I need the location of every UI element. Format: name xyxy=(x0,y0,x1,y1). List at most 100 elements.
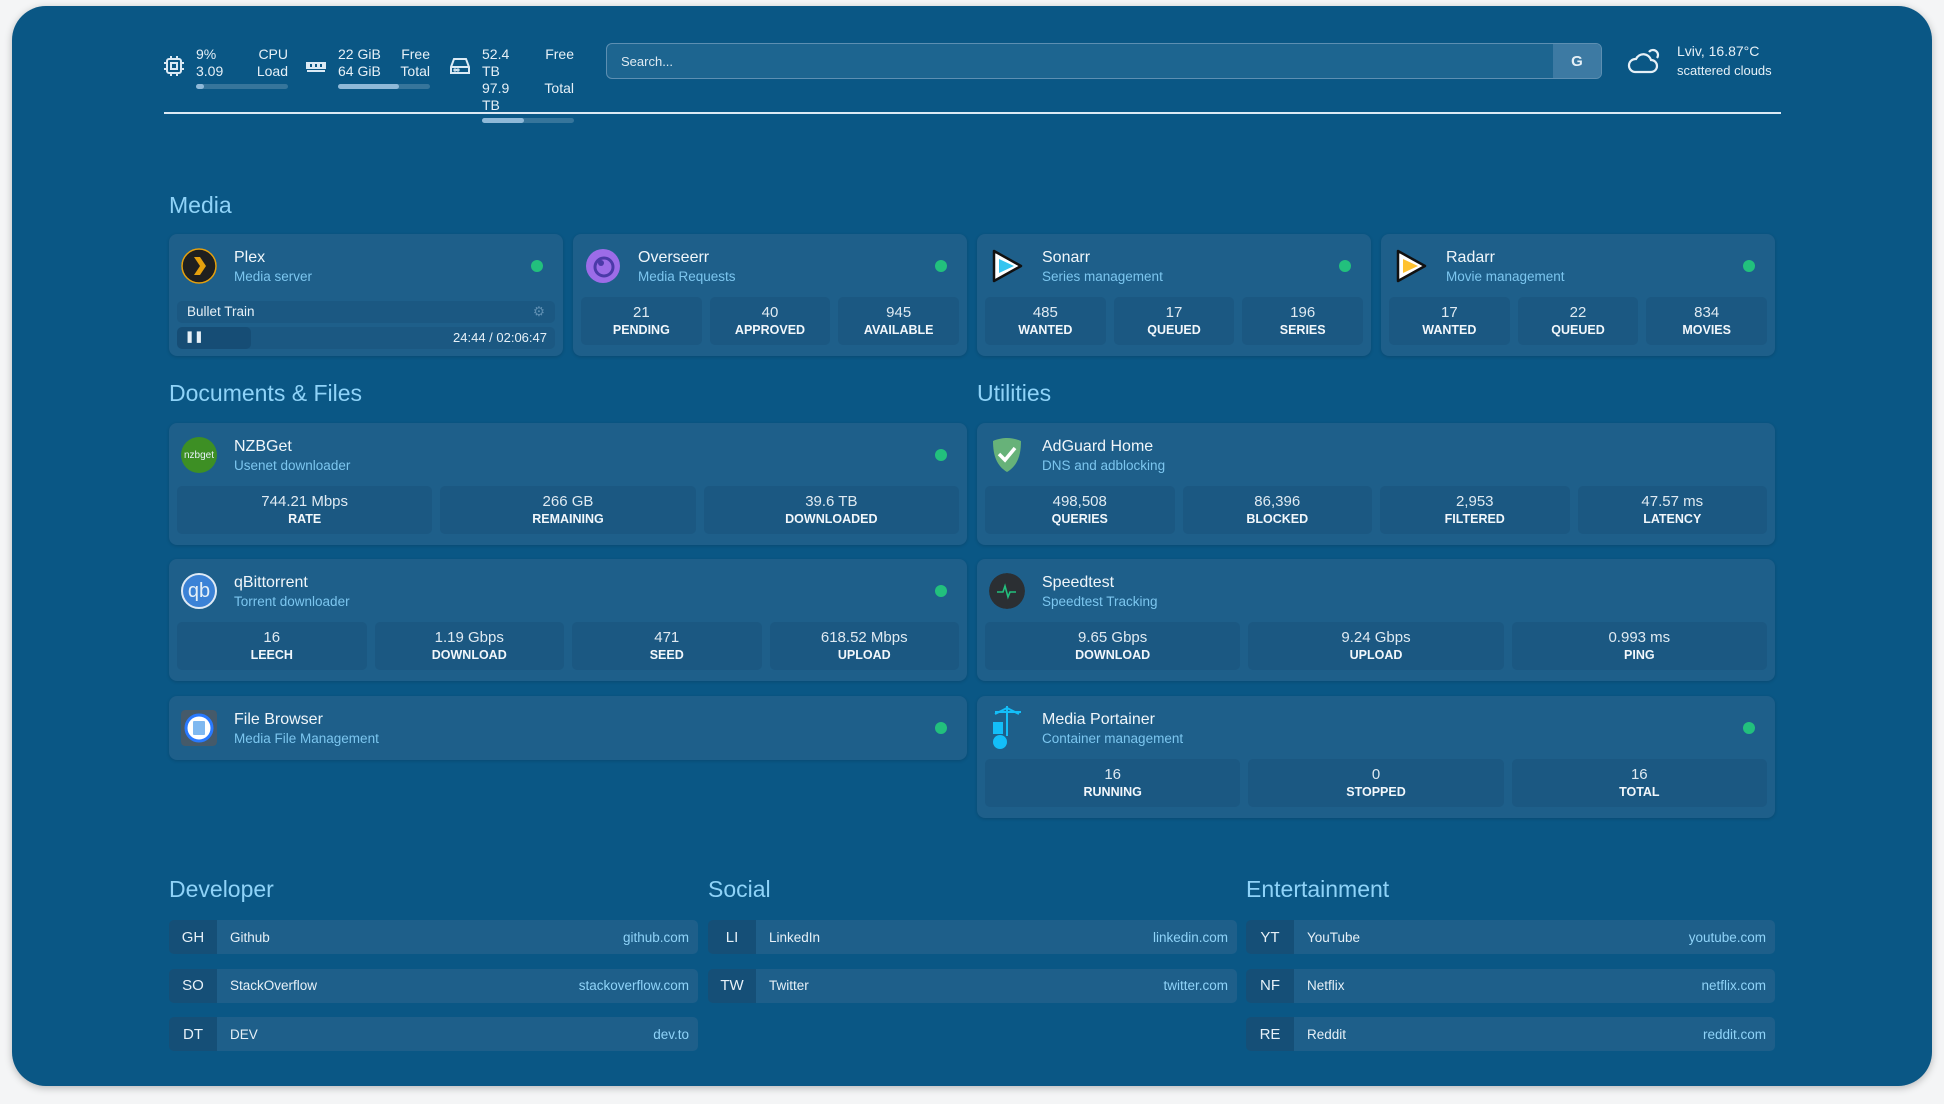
stat-label: AVAILABLE xyxy=(863,323,934,337)
section-title-social: Social xyxy=(708,876,771,902)
stat-queued: 22 QUEUED xyxy=(1517,297,1639,345)
stat-label: FILTERED xyxy=(1444,512,1505,526)
bookmark-github[interactable]: GH Github github.com xyxy=(169,920,698,954)
stat-value: 945 xyxy=(886,304,912,321)
stat-label: PING xyxy=(1624,648,1655,662)
search-provider-button[interactable]: G xyxy=(1553,44,1601,78)
gear-icon[interactable]: ⚙ xyxy=(532,304,545,319)
now-playing: Bullet Train ⚙ xyxy=(177,301,555,323)
stat-label: BLOCKED xyxy=(1246,512,1309,526)
nzbget-card[interactable]: nzbget NZBGet Usenet downloader 744.21 M… xyxy=(169,423,967,545)
cpu-label: CPU xyxy=(258,46,288,62)
stat-value: 16 xyxy=(1630,766,1648,783)
stat-remaining: 266 GB REMAINING xyxy=(440,486,696,534)
search-input[interactable] xyxy=(607,44,1553,78)
sonarr-card[interactable]: Sonarr Series management 485 WANTED 17 QUEU… xyxy=(977,234,1371,356)
stat-label: PENDING xyxy=(612,323,670,337)
plex-card[interactable]: Plex Media server Bullet Train ⚙ ❚❚ 24:4… xyxy=(169,234,563,356)
bookmark-twitter[interactable]: TW Twitter twitter.com xyxy=(708,968,1237,1003)
stat-label: QUEUED xyxy=(1147,323,1201,337)
memory-icon xyxy=(306,62,326,72)
status-dot xyxy=(935,260,947,272)
bookmark-stackoverflow[interactable]: SO StackOverflow stackoverflow.com xyxy=(169,968,698,1003)
service-desc: Media File Management xyxy=(234,731,379,746)
nzbget-logo-icon: nzbget xyxy=(181,437,217,473)
disk-total: 97.9 TB xyxy=(482,80,510,113)
stat-value: 40 xyxy=(761,304,779,321)
bookmark-name: Reddit xyxy=(1307,1026,1347,1042)
service-desc: Series management xyxy=(1042,269,1163,284)
bookmark-name: StackOverflow xyxy=(230,978,318,993)
service-name: Speedtest xyxy=(1042,574,1115,591)
pause-icon[interactable]: ❚❚ xyxy=(185,331,204,343)
bookmark-name: DEV xyxy=(230,1026,258,1042)
service-desc: Speedtest Tracking xyxy=(1042,594,1158,609)
stat-available: 945 AVAILABLE xyxy=(838,297,960,345)
section-title-media: Media xyxy=(169,192,232,218)
bookmark-name: YouTube xyxy=(1307,929,1361,945)
bookmark-youtube[interactable]: YT YouTube youtube.com xyxy=(1246,920,1775,954)
disk-icon xyxy=(450,58,470,74)
service-name: Overseerr xyxy=(638,249,710,266)
stat-value: 0 xyxy=(1371,766,1381,783)
portainer-card[interactable]: Media Portainer Container management 16 R… xyxy=(977,696,1775,818)
bookmark-url: reddit.com xyxy=(1702,1026,1766,1042)
stat-latency: 47.57 ms LATENCY xyxy=(1577,486,1767,534)
stats-row: 498,508 QUERIES 86,396 BLOCKED 2,953 FILTERED… xyxy=(985,486,1767,534)
stat-value: 9.65 Gbps xyxy=(1078,629,1148,646)
cpu-percent: 9% xyxy=(196,46,217,62)
cloud-icon xyxy=(1627,48,1660,74)
bookmark-linkedin[interactable]: LI LinkedIn linkedin.com xyxy=(708,920,1237,954)
bookmark-url: github.com xyxy=(622,929,689,945)
cpu-bar xyxy=(196,84,288,89)
bookmark-abbr: YT xyxy=(1246,920,1294,954)
radarr-card[interactable]: Radarr Movie management 17 WANTED 22 QUEUED… xyxy=(1381,234,1775,356)
stat-upload: 618.52 Mbps UPLOAD xyxy=(769,622,959,670)
status-dot xyxy=(935,449,947,461)
free-label: Free xyxy=(545,46,574,62)
status-dot xyxy=(1743,722,1755,734)
stat-label: LEECH xyxy=(250,648,293,662)
adguard-card[interactable]: AdGuard Home DNS and adblocking 498,508 Q… xyxy=(977,423,1775,545)
stat-value: 17 xyxy=(1165,304,1183,321)
radarr-logo-icon xyxy=(1396,249,1427,283)
speedtest-card[interactable]: Speedtest Speedtest Tracking 9.65 Gbps DO… xyxy=(977,559,1775,681)
service-name: Media Portainer xyxy=(1042,711,1155,728)
stat-download: 9.65 Gbps DOWNLOAD xyxy=(985,622,1241,670)
stat-download: 1.19 Gbps DOWNLOAD xyxy=(374,622,564,670)
section-title-developer: Developer xyxy=(169,876,274,902)
service-name: Plex xyxy=(234,249,266,266)
qbittorrent-card[interactable]: qb qBittorrent Torrent downloader 16 LEEC… xyxy=(169,559,967,681)
total-label: Total xyxy=(400,63,430,79)
stat-stopped: 0 STOPPED xyxy=(1248,759,1504,807)
bookmark-dev[interactable]: DT DEV dev.to xyxy=(169,1017,698,1051)
bookmark-url: twitter.com xyxy=(1163,978,1228,993)
stat-series: 196 SERIES xyxy=(1242,297,1364,345)
bookmark-reddit[interactable]: RE Reddit reddit.com xyxy=(1246,1017,1775,1051)
section-title-documents: Documents & Files xyxy=(169,380,363,406)
stat-upload: 9.24 Gbps UPLOAD xyxy=(1248,622,1504,670)
stat-label: DOWNLOADED xyxy=(785,512,878,526)
playback-progress[interactable]: ❚❚ 24:44 / 02:06:47 xyxy=(177,327,555,349)
bookmark-url: linkedin.com xyxy=(1152,929,1228,945)
bookmark-url: netflix.com xyxy=(1701,978,1766,993)
stat-label: UPLOAD xyxy=(837,648,891,662)
status-dot xyxy=(531,260,543,272)
service-name: Radarr xyxy=(1446,249,1495,266)
bookmark-url: stackoverflow.com xyxy=(578,978,689,993)
bookmark-url: youtube.com xyxy=(1688,929,1766,945)
overseerr-card[interactable]: Overseerr Media Requests 21 PENDING 40 APPR… xyxy=(573,234,967,356)
stat-value: 86,396 xyxy=(1254,493,1301,510)
file-browser-card[interactable]: File Browser Media File Management xyxy=(169,696,967,760)
qbittorrent-logo-icon: qb xyxy=(181,573,217,609)
stat-label: STOPPED xyxy=(1346,785,1406,799)
stat-label: DOWNLOAD xyxy=(431,648,507,662)
stat-seed: 471 SEED xyxy=(572,622,762,670)
bookmark-url: dev.to xyxy=(653,1026,689,1042)
stat-value: 618.52 Mbps xyxy=(820,629,908,646)
stat-label: SEED xyxy=(649,648,684,662)
status-dot xyxy=(935,585,947,597)
portainer-logo-icon xyxy=(993,706,1021,749)
stat-label: MOVIES xyxy=(1682,323,1731,337)
bookmark-netflix[interactable]: NF Netflix netflix.com xyxy=(1246,968,1775,1003)
